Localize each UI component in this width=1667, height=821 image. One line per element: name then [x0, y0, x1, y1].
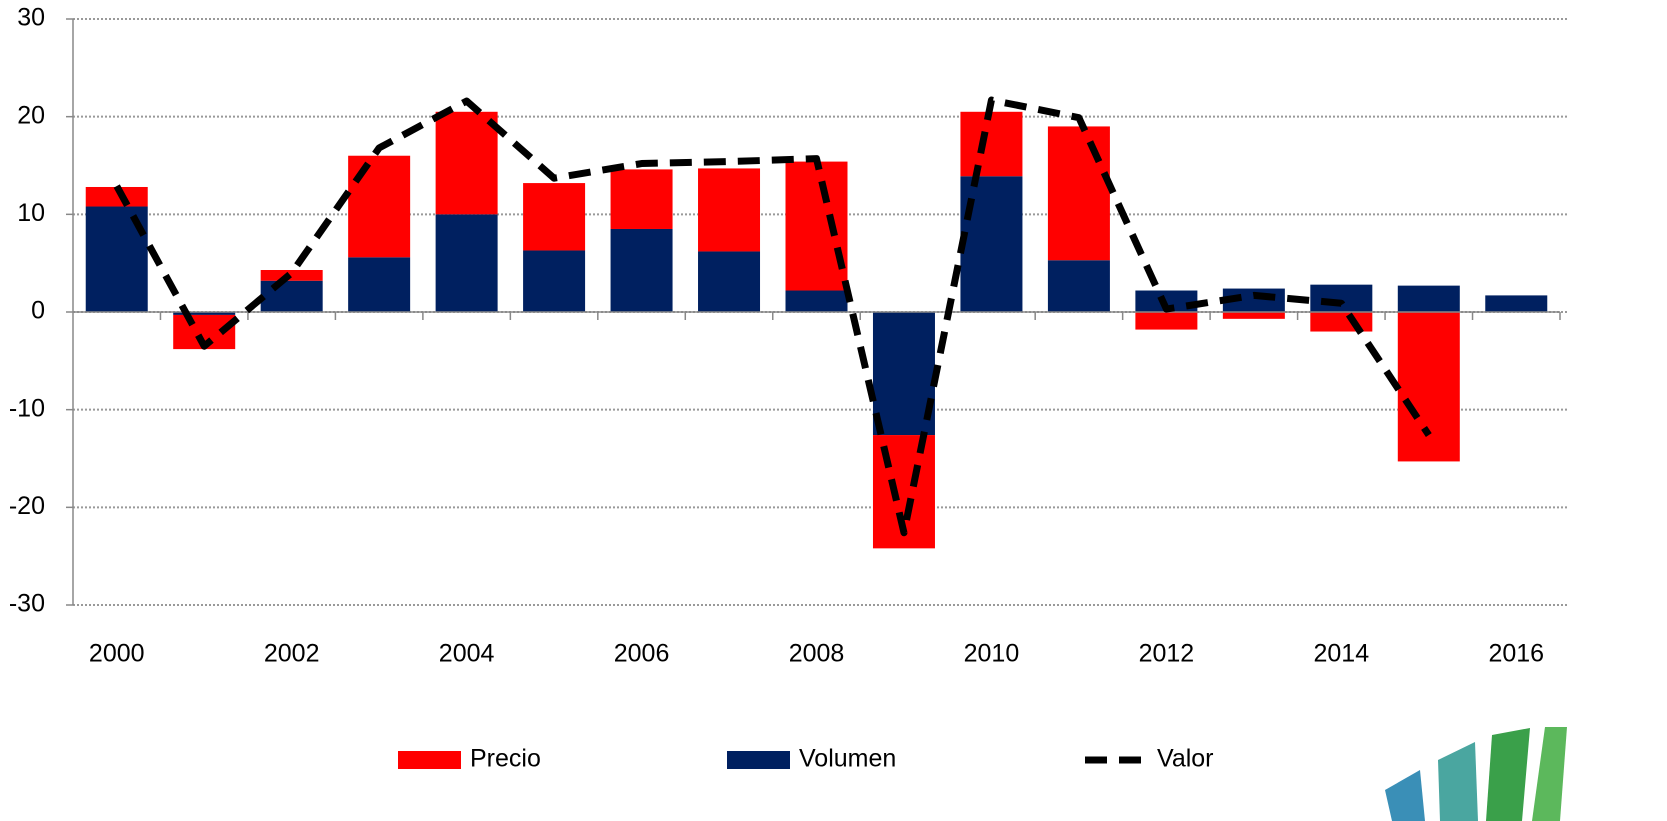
x-tick-label: 2012 — [1139, 640, 1195, 668]
y-tick-label: -10 — [9, 394, 45, 422]
y-tick-label: 10 — [17, 199, 45, 227]
bar — [260, 280, 323, 312]
bar — [1397, 312, 1460, 462]
bar — [435, 214, 498, 312]
bar — [1310, 284, 1373, 312]
bar — [785, 161, 848, 291]
y-tick-label: 20 — [17, 101, 45, 129]
x-tick-label: 2010 — [964, 640, 1020, 668]
bar — [523, 250, 586, 312]
x-tick-label: 2006 — [614, 640, 670, 668]
x-tick-label: 2016 — [1488, 640, 1544, 668]
bar — [1222, 312, 1285, 319]
bar — [435, 111, 498, 215]
bar — [348, 155, 411, 258]
y-tick-label: -20 — [9, 492, 45, 520]
legend-swatch — [398, 751, 461, 769]
bar — [523, 183, 586, 251]
x-tick-label: 2004 — [439, 640, 495, 668]
y-tick-label: -30 — [9, 590, 45, 618]
y-tick-label: 30 — [17, 4, 45, 32]
bar — [1485, 295, 1548, 312]
x-tick-label: 2014 — [1314, 640, 1370, 668]
bar — [1135, 312, 1198, 330]
bar — [1047, 126, 1110, 261]
line — [113, 96, 1432, 537]
x-tick-label: 2008 — [789, 640, 845, 668]
bar — [173, 312, 236, 315]
bar — [960, 111, 1023, 177]
x-tick-label: 2002 — [264, 640, 320, 668]
legend-label: Valor — [1157, 745, 1214, 773]
bar — [698, 168, 761, 252]
logo — [1385, 727, 1567, 821]
bar — [610, 228, 673, 312]
bar — [348, 257, 411, 312]
bar — [1310, 312, 1373, 332]
bar — [610, 169, 673, 229]
x-tick-label: 2000 — [89, 640, 145, 668]
legend-swatch — [727, 751, 790, 769]
bar — [960, 176, 1023, 312]
bar — [785, 290, 848, 312]
legend-label: Precio — [470, 745, 541, 773]
legend-label: Volumen — [799, 745, 896, 773]
bar — [698, 251, 761, 312]
bar — [1397, 285, 1460, 312]
y-tick-label: 0 — [31, 297, 45, 325]
bar — [260, 270, 323, 281]
bar — [85, 186, 148, 207]
bar — [1047, 260, 1110, 312]
